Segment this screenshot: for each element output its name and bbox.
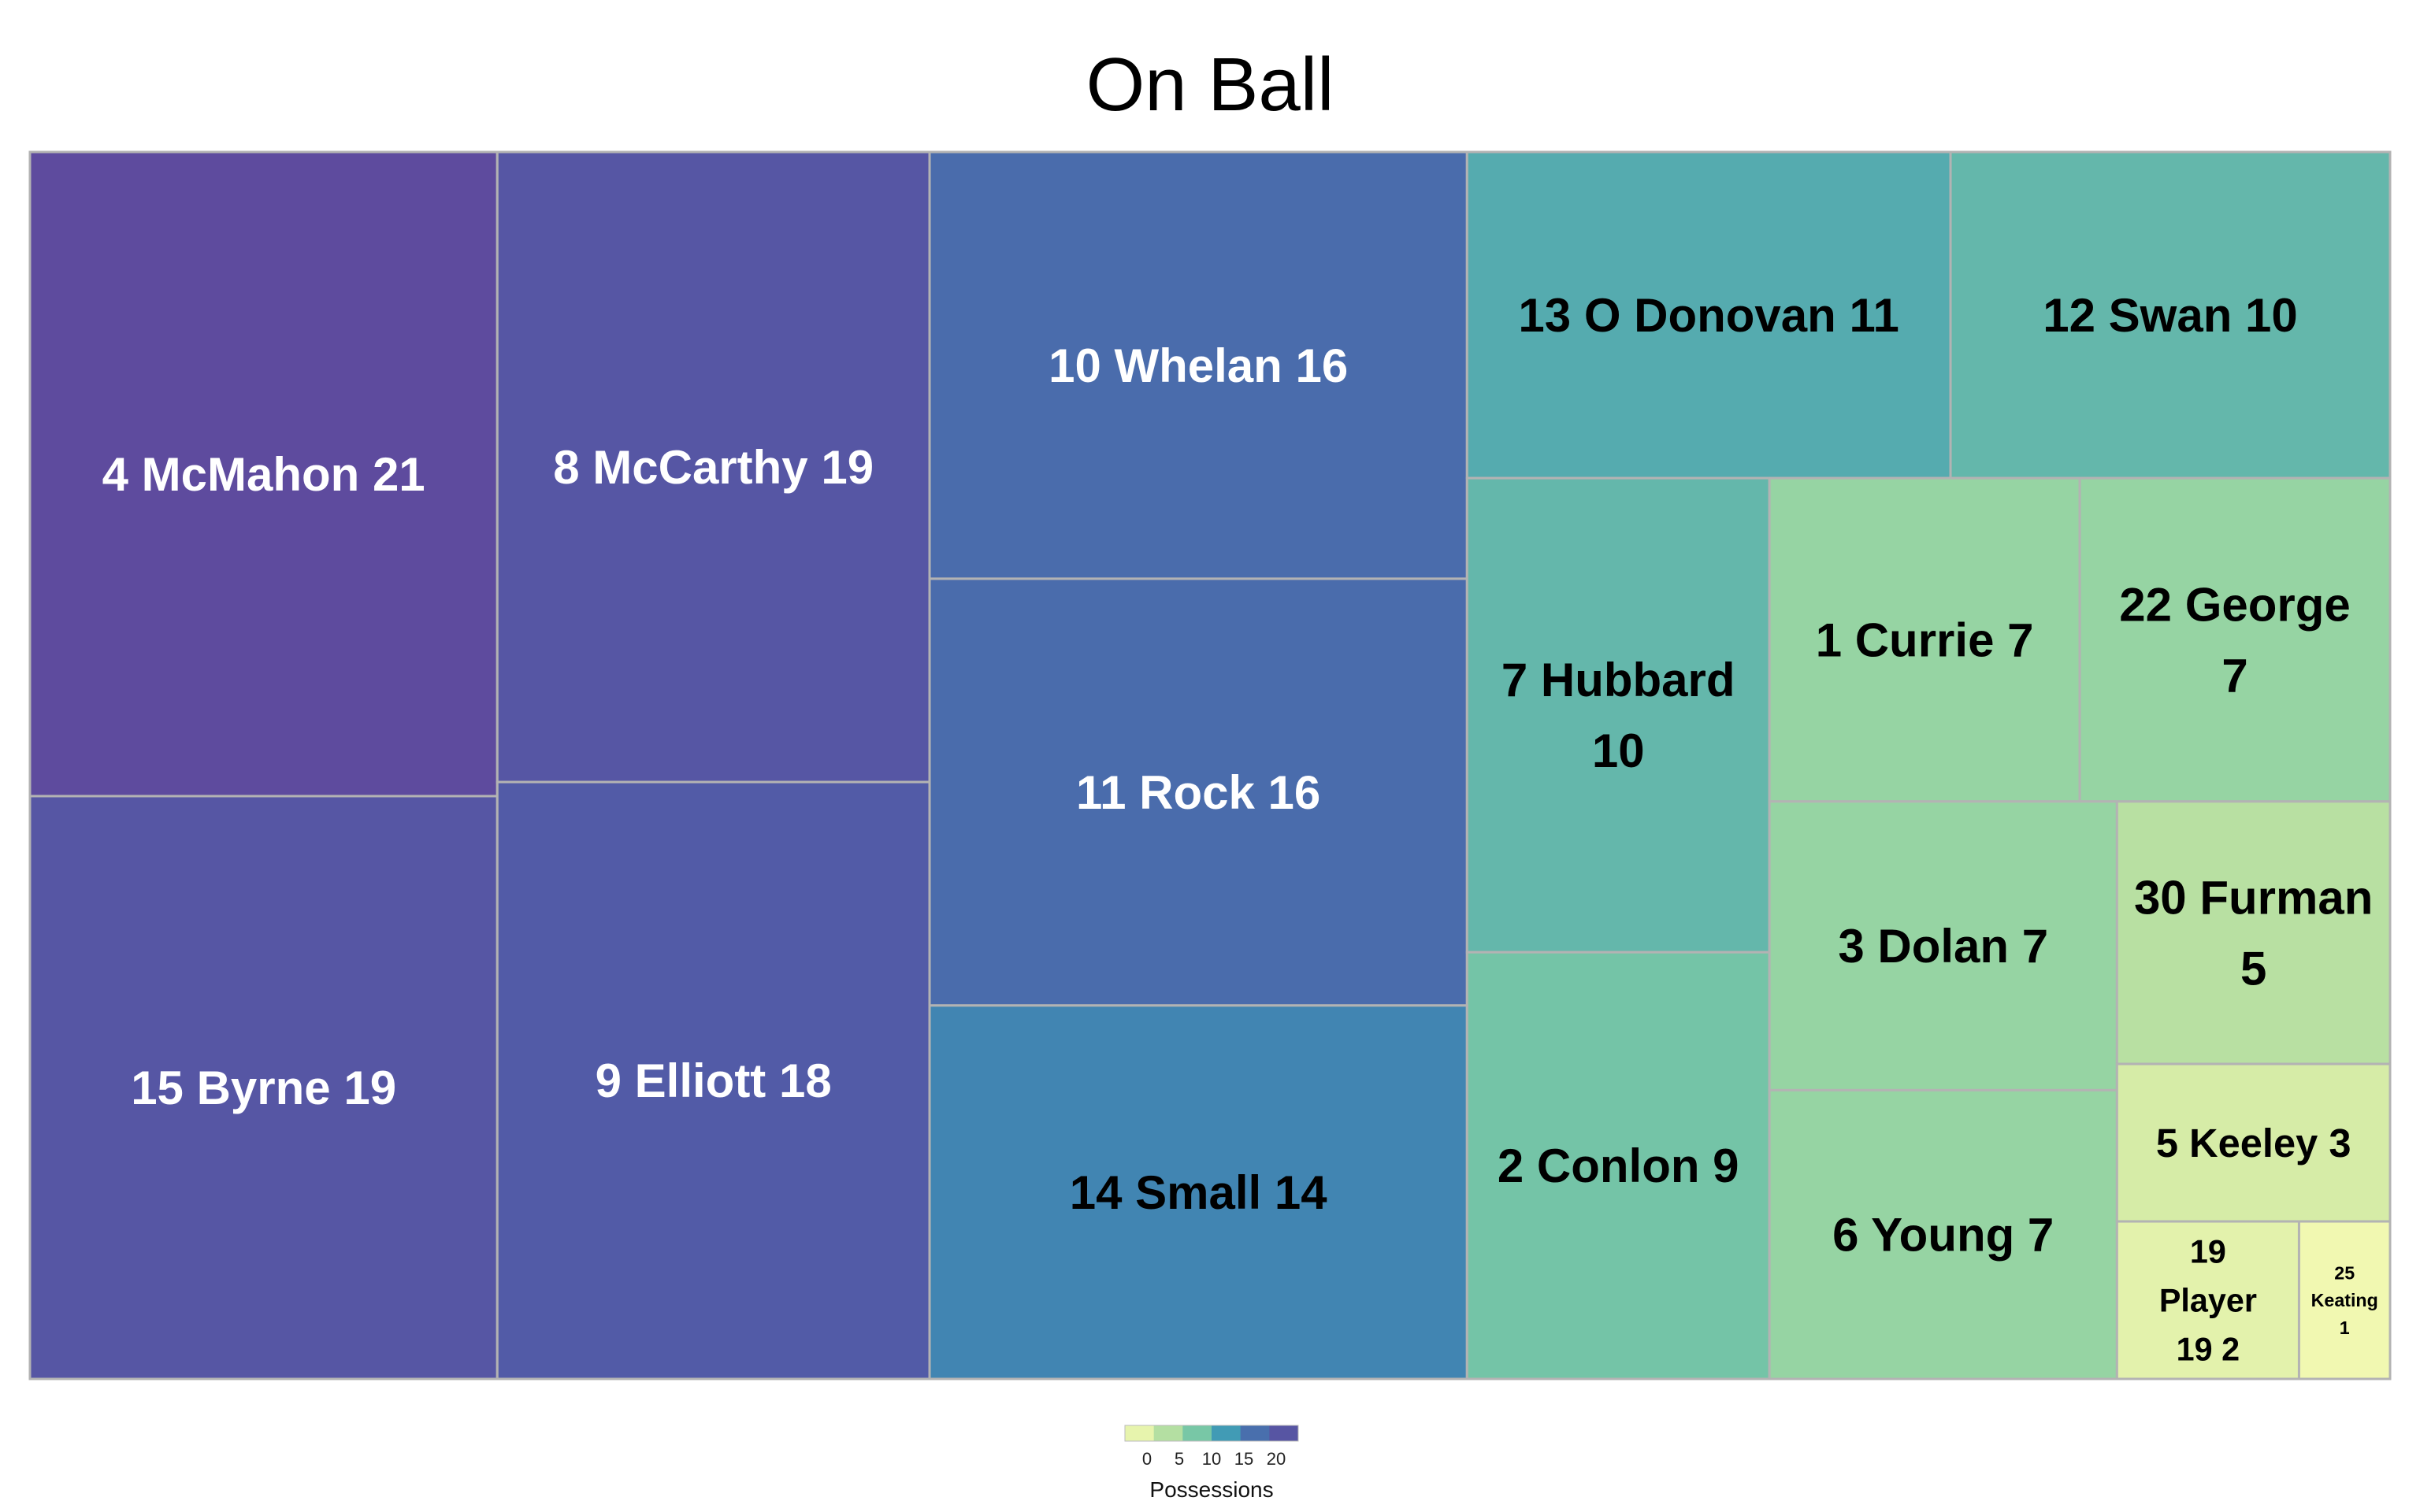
treemap-tile: 15 Byrne 19 — [28, 795, 499, 1380]
treemap-tile: 2 Conlon 9 — [1465, 951, 1771, 1380]
treemap-tile: 13 O Donovan 11 — [1465, 150, 1952, 480]
legend-tick-label: 5 — [1175, 1449, 1184, 1469]
color-legend: 0 5 10 15 20 Possessions — [1101, 1424, 1322, 1510]
treemap-label: 15 Byrne 19 — [131, 1062, 396, 1114]
treemap-tile: 5 Keeley 3 — [2115, 1062, 2392, 1223]
treemap-label: 22 George 7 — [2119, 578, 2350, 702]
legend-swatch — [1269, 1425, 1299, 1441]
treemap-tile: 22 George 7 — [2078, 476, 2392, 803]
treemap-tile: 14 Small 14 — [928, 1004, 1468, 1380]
legend-swatch — [1182, 1425, 1212, 1441]
treemap-rect — [496, 780, 931, 1380]
treemap-rect — [1465, 150, 1952, 480]
treemap-tile: 8 McCarthy 19 — [496, 150, 931, 784]
treemap-tile: 11 Rock 16 — [928, 577, 1468, 1007]
treemap-label: 10 Whelan 16 — [1049, 339, 1348, 392]
treemap-rect — [928, 577, 1468, 1007]
treemap-chart: 4 McMahon 21 15 Byrne 19 8 McCarthy 19 9 El… — [28, 150, 2392, 1380]
treemap-tile: 30 Furman 5 — [2115, 800, 2392, 1065]
legend-swatch — [1212, 1425, 1242, 1441]
treemap-tile: 1 Currie 7 — [1768, 476, 2081, 803]
treemap-tile: 4 McMahon 21 — [28, 150, 499, 798]
treemap-label: 3 Dolan 7 — [1838, 920, 2048, 973]
treemap-rect — [1768, 476, 2081, 803]
legend-color-bar: 0 5 10 15 20 — [1124, 1425, 1299, 1469]
treemap-tile: 19 Player 19 2 — [2115, 1220, 2300, 1380]
treemap-label: 25 Keating 1 — [2311, 1262, 2378, 1338]
legend-swatch — [1125, 1425, 1155, 1441]
treemap-rect — [1768, 800, 2118, 1091]
treemap-label: 6 Young 7 — [1832, 1209, 2054, 1262]
treemap-rect — [2115, 1220, 2300, 1380]
treemap-tile: 7 Hubbard 10 — [1465, 476, 1771, 954]
legend-tick-label: 0 — [1142, 1449, 1152, 1469]
treemap-rect — [496, 150, 931, 784]
treemap-label: 14 Small 14 — [1070, 1166, 1328, 1219]
treemap-label: 30 Furman 5 — [2134, 871, 2373, 995]
treemap-label: 1 Currie 7 — [1816, 613, 2034, 666]
legend-title: Possessions — [1149, 1477, 1274, 1502]
legend-tick-label: 20 — [1267, 1449, 1286, 1469]
treemap-rect — [28, 150, 499, 798]
legend-swatch — [1153, 1425, 1183, 1441]
treemap-rect — [2115, 800, 2392, 1065]
treemap-label: 12 Swan 10 — [2043, 289, 2298, 342]
treemap-label: 11 Rock 16 — [1076, 766, 1320, 819]
treemap-rect — [2115, 1062, 2392, 1223]
treemap-rect — [2078, 476, 2392, 803]
treemap-tile: 10 Whelan 16 — [928, 150, 1468, 580]
treemap-label: 5 Keeley 3 — [2156, 1121, 2351, 1166]
treemap-tile: 9 Elliott 18 — [496, 780, 931, 1380]
treemap-tile: 6 Young 7 — [1768, 1088, 2118, 1380]
treemap-label: 4 McMahon 21 — [102, 448, 425, 501]
treemap-rect — [2297, 1220, 2392, 1380]
treemap-label: 13 O Donovan 11 — [1518, 289, 1899, 342]
legend-bar-outline — [1124, 1425, 1299, 1442]
treemap-rect — [1949, 150, 2392, 480]
treemap-label: 8 McCarthy 19 — [553, 441, 874, 494]
treemap-label: 2 Conlon 9 — [1498, 1140, 1739, 1192]
chart-title: On Ball — [1086, 43, 1334, 127]
treemap-tile: 12 Swan 10 — [1949, 150, 2392, 480]
legend-tick-label: 10 — [1202, 1449, 1221, 1469]
legend-tick-label: 15 — [1234, 1449, 1253, 1469]
treemap-rect — [928, 1004, 1468, 1380]
legend-swatch — [1240, 1425, 1270, 1441]
treemap-rect — [28, 795, 499, 1380]
treemap-label: 9 Elliott 18 — [596, 1054, 832, 1107]
treemap-tile: 25 Keating 1 — [2297, 1220, 2392, 1380]
treemap-rect — [1465, 476, 1771, 954]
treemap-rect — [1768, 1088, 2118, 1380]
treemap-tile: 3 Dolan 7 — [1768, 800, 2118, 1091]
treemap-label: 7 Hubbard 10 — [1501, 654, 1735, 777]
treemap-label: 19 Player 19 2 — [2159, 1233, 2257, 1367]
treemap-rect — [1465, 951, 1771, 1380]
